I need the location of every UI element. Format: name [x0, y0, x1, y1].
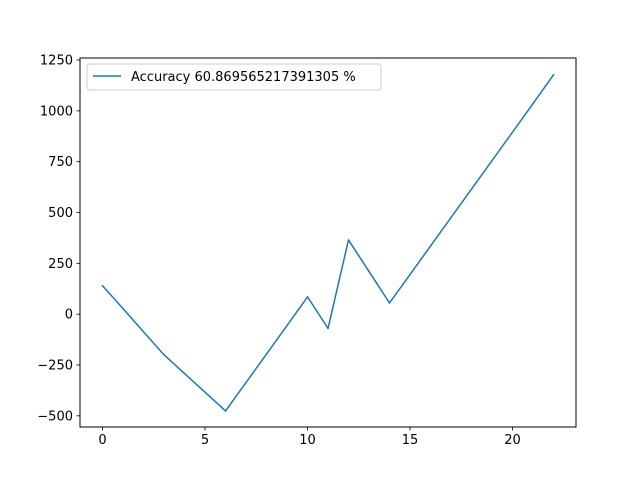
data-point: [409, 273, 411, 276]
data-point: [532, 102, 534, 105]
data-point: [429, 245, 432, 247]
y-tick-label: 750: [48, 155, 73, 170]
y-axis: −500 −250 0 250 500 750 1000 1250: [37, 54, 80, 424]
data-point: [450, 216, 452, 219]
data-point: [265, 353, 268, 355]
data-point: [286, 324, 288, 327]
data-point: [122, 307, 124, 310]
legend: Accuracy 60.869565217391305 %: [86, 63, 382, 91]
data-point: [327, 327, 329, 330]
y-tick-label: −250: [37, 358, 73, 373]
y-tick-label: 1000: [40, 104, 73, 119]
x-tick-label: 10: [299, 433, 316, 448]
data-point: [511, 131, 514, 133]
data-point: [347, 239, 350, 241]
y-tick-label: 250: [48, 257, 73, 272]
data-point: [306, 296, 309, 298]
data-point: [183, 372, 186, 375]
x-tick-label: 5: [201, 433, 209, 448]
data-point: [101, 284, 104, 287]
data-point: [552, 74, 555, 76]
axes-frame: [79, 57, 577, 428]
x-tick-label: 20: [504, 433, 521, 448]
x-axis: 0 5 10 15 20: [98, 427, 521, 448]
data-point: [142, 331, 145, 333]
y-tick-label: 500: [48, 206, 73, 221]
y-tick-label: −500: [37, 409, 73, 424]
legend-box: [86, 63, 382, 91]
data-point: [163, 354, 165, 356]
x-tick-label: 15: [402, 433, 419, 448]
data-point: [491, 159, 493, 162]
data-point: [204, 391, 206, 393]
y-tick-label: 1250: [40, 54, 73, 69]
x-tick-label: 0: [98, 433, 106, 448]
data-point: [368, 270, 370, 273]
series-layer: [101, 73, 555, 412]
data-point: [470, 188, 473, 190]
data-point: [245, 381, 247, 384]
data-point: [388, 302, 391, 304]
data-point: [224, 410, 227, 412]
plot-area: [79, 57, 577, 428]
legend-label: Accuracy 60.869565217391305 %: [131, 70, 356, 85]
y-tick-label: 0: [65, 308, 73, 323]
